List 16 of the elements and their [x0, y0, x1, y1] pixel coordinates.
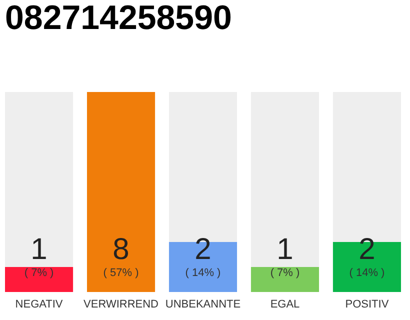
- annotation: ( 7% ): [270, 267, 300, 279]
- annotation: ( 14% ): [185, 267, 221, 279]
- data-label: 2: [194, 233, 212, 266]
- x-tick-label: UNBEKANNTE: [165, 298, 241, 310]
- data-label: 1: [276, 233, 294, 266]
- annotation: ( 14% ): [349, 267, 385, 279]
- x-tick-label: EGAL: [270, 298, 300, 310]
- chart-title: 082714258590: [5, 0, 232, 37]
- annotation: ( 57% ): [103, 267, 139, 279]
- data-label: 1: [30, 233, 48, 266]
- data-label: 8: [112, 233, 130, 266]
- x-tick-label: VERWIRREND: [84, 298, 159, 310]
- x-tick-label: POSITIV: [345, 298, 390, 310]
- x-tick-label: NEGATIV: [15, 298, 64, 310]
- annotation: ( 7% ): [24, 267, 54, 279]
- data-label: 2: [358, 233, 376, 266]
